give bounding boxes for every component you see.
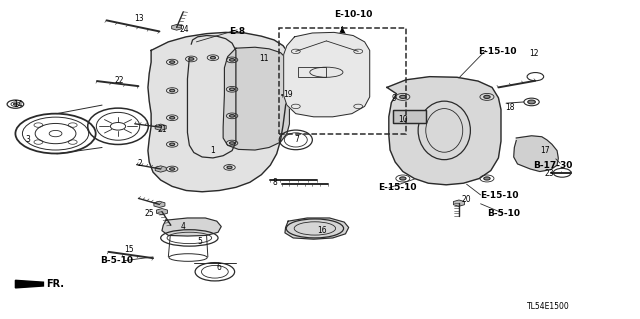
- Polygon shape: [155, 124, 166, 130]
- Text: E-10-10: E-10-10: [334, 10, 372, 19]
- Bar: [394, 109, 426, 123]
- Polygon shape: [453, 200, 465, 206]
- Text: 22: 22: [115, 76, 124, 85]
- Text: 18: 18: [505, 103, 515, 112]
- Polygon shape: [154, 201, 165, 208]
- Text: 16: 16: [317, 226, 326, 235]
- Text: E-8: E-8: [230, 27, 246, 36]
- Text: 20: 20: [461, 195, 471, 204]
- Polygon shape: [155, 166, 166, 172]
- Text: 17: 17: [540, 145, 550, 154]
- Circle shape: [399, 95, 406, 99]
- Circle shape: [170, 116, 175, 119]
- Text: 12: 12: [529, 49, 538, 58]
- Text: 10: 10: [397, 115, 408, 123]
- Polygon shape: [162, 218, 221, 236]
- Bar: [298, 67, 326, 77]
- Polygon shape: [172, 25, 182, 30]
- Text: E-15-10: E-15-10: [379, 183, 417, 192]
- Polygon shape: [284, 33, 370, 117]
- Text: 14: 14: [13, 100, 22, 109]
- Polygon shape: [223, 47, 289, 150]
- Text: 6: 6: [217, 263, 221, 272]
- Circle shape: [230, 142, 235, 144]
- Polygon shape: [285, 218, 349, 239]
- Text: 23: 23: [544, 169, 554, 178]
- Text: 19: 19: [284, 90, 293, 99]
- Text: B-5-10: B-5-10: [487, 209, 520, 218]
- Text: 25: 25: [145, 209, 154, 218]
- Text: 15: 15: [124, 245, 133, 254]
- Text: 2: 2: [137, 159, 142, 168]
- Circle shape: [189, 58, 194, 60]
- Text: 3: 3: [26, 135, 31, 145]
- Text: 8: 8: [272, 178, 277, 187]
- Bar: [394, 109, 426, 123]
- Circle shape: [170, 61, 175, 63]
- Circle shape: [211, 56, 216, 59]
- Circle shape: [528, 100, 536, 104]
- Polygon shape: [156, 209, 168, 215]
- Text: B-17-30: B-17-30: [534, 161, 573, 170]
- Circle shape: [170, 89, 175, 92]
- Text: B-5-10: B-5-10: [100, 256, 133, 264]
- Polygon shape: [148, 33, 289, 192]
- Polygon shape: [15, 280, 44, 288]
- Text: 1: 1: [211, 145, 215, 154]
- Circle shape: [230, 59, 235, 61]
- Circle shape: [399, 177, 406, 180]
- Text: 21: 21: [157, 125, 167, 134]
- Text: E-15-10: E-15-10: [481, 191, 519, 200]
- Polygon shape: [514, 136, 558, 172]
- Text: 4: 4: [181, 222, 186, 231]
- Text: TL54E1500: TL54E1500: [527, 302, 570, 311]
- Circle shape: [230, 88, 235, 91]
- Circle shape: [13, 103, 17, 105]
- Circle shape: [170, 143, 175, 145]
- Circle shape: [484, 95, 490, 99]
- Text: 13: 13: [134, 14, 143, 23]
- Circle shape: [170, 168, 175, 170]
- Text: 24: 24: [180, 25, 189, 34]
- Text: 5: 5: [198, 237, 202, 246]
- Text: 9: 9: [392, 94, 396, 103]
- Text: E-15-10: E-15-10: [478, 47, 516, 56]
- Polygon shape: [387, 77, 501, 185]
- Text: 11: 11: [259, 55, 269, 63]
- Circle shape: [230, 115, 235, 117]
- Text: FR.: FR.: [46, 279, 64, 289]
- Text: 7: 7: [294, 135, 300, 145]
- Bar: [278, 28, 406, 134]
- Circle shape: [484, 177, 490, 180]
- Circle shape: [227, 166, 232, 169]
